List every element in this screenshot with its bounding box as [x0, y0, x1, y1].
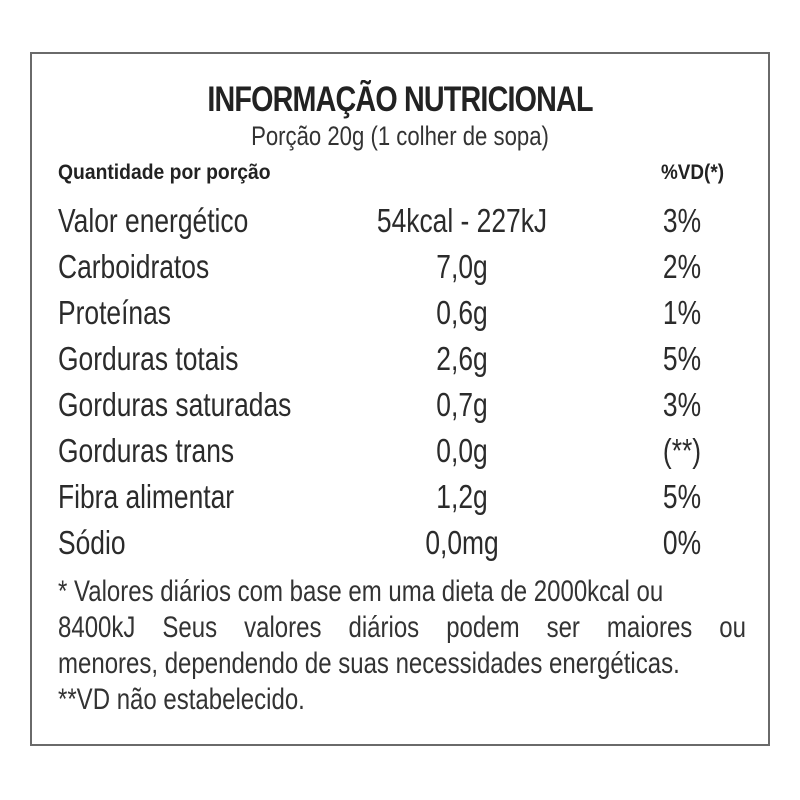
- nutrient-name: Gorduras trans: [58, 432, 235, 469]
- header-vd: %VD(*): [660, 161, 724, 184]
- nutrient-vd: 1%: [662, 294, 702, 331]
- footnote-line: * Valores diários com base em uma dieta …: [58, 575, 664, 608]
- nutrient-row-carbohydrates: Carboidratos 7,0g 2%: [32, 246, 768, 292]
- nutrient-rows: Valor energético 54kcal - 227kJ 3% Carbo…: [32, 200, 768, 568]
- portion-size: Porção 20g (1 colher de sopa): [251, 121, 549, 151]
- nutrient-amount: 0,6g: [436, 294, 488, 331]
- label-title: INFORMAÇÃO NUTRICIONAL: [207, 80, 593, 119]
- nutrition-facts-label: INFORMAÇÃO NUTRICIONAL Porção 20g (1 col…: [30, 52, 770, 746]
- nutrient-vd: (**): [662, 432, 702, 469]
- footnote-line: 8400kJ Seus valores diários podem ser ma…: [58, 611, 746, 644]
- nutrient-name: Valor energético: [58, 202, 249, 239]
- nutrient-name: Sódio: [58, 524, 126, 561]
- nutrient-vd: 2%: [662, 248, 702, 285]
- nutrient-name: Carboidratos: [58, 248, 210, 285]
- nutrient-amount: 0,7g: [436, 386, 488, 423]
- nutrient-amount: 1,2g: [436, 478, 488, 515]
- nutrient-amount: 7,0g: [436, 248, 488, 285]
- nutrient-name: Gorduras totais: [58, 340, 239, 377]
- nutrient-vd: 5%: [662, 478, 702, 515]
- nutrient-amount: 0,0g: [436, 432, 488, 469]
- nutrient-row-trans-fat: Gorduras trans 0,0g (**): [32, 430, 768, 476]
- header-quantity: Quantidade por porção: [58, 161, 271, 184]
- nutrient-amount: 54kcal - 227kJ: [376, 202, 548, 239]
- nutrient-name: Proteínas: [58, 294, 171, 331]
- nutrient-name: Fibra alimentar: [58, 478, 235, 515]
- nutrient-vd: 3%: [662, 386, 702, 423]
- nutrient-vd: 3%: [662, 202, 702, 239]
- footnote: * Valores diários com base em uma dieta …: [58, 574, 746, 718]
- nutrient-amount: 0,0mg: [425, 524, 499, 561]
- footnote-line: menores, dependendo de suas necessidades…: [58, 647, 680, 680]
- nutrient-row-total-fat: Gorduras totais 2,6g 5%: [32, 338, 768, 384]
- nutrient-vd: 5%: [662, 340, 702, 377]
- nutrient-row-sodium: Sódio 0,0mg 0%: [32, 522, 768, 568]
- nutrient-row-saturated-fat: Gorduras saturadas 0,7g 3%: [32, 384, 768, 430]
- footnote-line: **VD não estabelecido.: [58, 683, 305, 716]
- nutrient-row-energy: Valor energético 54kcal - 227kJ 3%: [32, 200, 768, 246]
- nutrient-amount: 2,6g: [436, 340, 488, 377]
- nutrient-name: Gorduras saturadas: [58, 386, 292, 423]
- nutrient-row-proteins: Proteínas 0,6g 1%: [32, 292, 768, 338]
- nutrient-vd: 0%: [662, 524, 702, 561]
- nutrient-row-fiber: Fibra alimentar 1,2g 5%: [32, 476, 768, 522]
